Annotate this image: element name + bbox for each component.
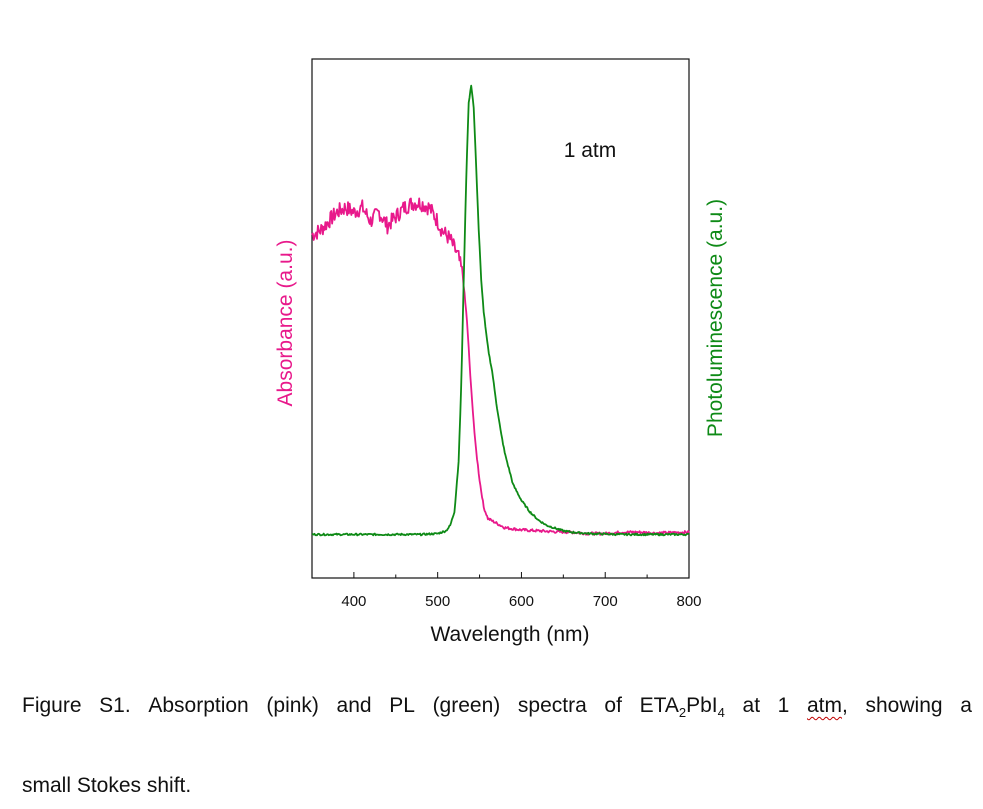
pl-series-line [311,84,690,537]
caption-compound: ETA2PbI4 [640,693,725,721]
x-tick-label: 700 [593,593,618,610]
x-tick-label: 500 [425,593,450,610]
annotation-label: 1 atm [564,139,617,162]
caption-word-atm: atm, [807,693,848,721]
compound-mid: PbI [686,694,718,717]
caption-comma: , [842,694,848,717]
caption-word: Absorption [148,694,249,717]
caption-word: (pink) [266,694,319,717]
compound-subscript-2: 4 [717,705,725,721]
x-tick-label: 400 [341,593,366,610]
caption-word: a [960,694,972,717]
caption-word: 1 [777,694,790,717]
absorption-series-line [311,197,690,536]
caption-word: at [742,694,761,717]
caption-word: PL [389,694,415,717]
y-axis-right-title: Photoluminescence (a.u.) [704,199,727,437]
spellcheck-underlined-word: atm [807,694,843,717]
x-axis-title: Wavelength (nm) [430,623,589,646]
caption-word: Figure [22,694,82,717]
series-layer [311,84,690,537]
caption-word: (green) [432,694,501,717]
caption-word: S1. [99,694,131,717]
caption-word: of [604,694,622,717]
y-axis-left-title: Absorbance (a.u.) [274,240,297,407]
caption-word: and [336,694,372,717]
caption-word: spectra [517,694,587,717]
spectra-chart: 400 500 600 700 800 1 atm Wavelength (nm) Ab… [274,58,727,646]
caption-line-1: Figure S1. Absorption (pink) and PL (gre… [22,693,972,721]
spectra-figure: 400 500 600 700 800 1 atm Wavelength (nm) Ab… [274,58,727,646]
x-tick-label: 600 [509,593,534,610]
caption-word: showing [865,694,943,717]
x-tick-label: 800 [676,593,701,610]
x-axis-ticks: 400 500 600 700 800 [311,572,702,610]
compound-subscript-1: 2 [678,705,687,721]
plot-frame [311,58,690,579]
compound-base: ETA [639,694,679,717]
caption-line-2: small Stokes shift. [22,774,192,797]
